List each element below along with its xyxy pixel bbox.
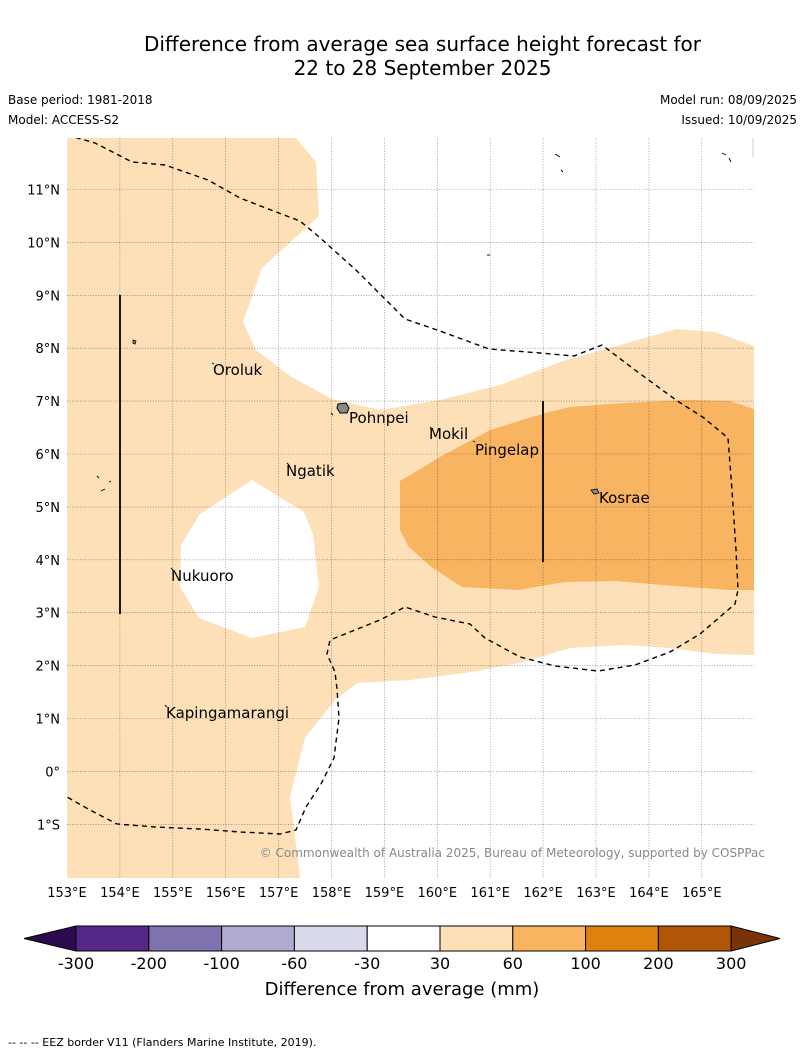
- lon-label: 162°E: [523, 886, 563, 901]
- colorbar-segment: [221, 925, 295, 952]
- lat-label: 8°N: [36, 342, 61, 357]
- lat-label: 9°N: [36, 289, 61, 304]
- lon-label: 161°E: [470, 886, 510, 901]
- lon-label: 165°E: [682, 886, 722, 901]
- atoll-marker-1: [132, 339, 137, 345]
- colorbar-tick: -300: [58, 954, 94, 973]
- longitude-labels: 153°E 154°E 155°E 156°E 157°E 158°E 159°E 160°E…: [47, 886, 721, 901]
- place-label: Kapingamarangi: [166, 704, 289, 722]
- lat-label: 3°N: [36, 607, 61, 622]
- lat-label: 1°S: [37, 818, 60, 833]
- base-period: Base period: 1981-2018: [8, 93, 153, 107]
- colorbar-segment: [512, 925, 587, 952]
- colorbar-segment: [148, 925, 223, 952]
- place-label: Nukuoro: [171, 567, 234, 585]
- place-label: Mokil: [429, 425, 468, 443]
- colorbar-tick: -60: [281, 954, 307, 973]
- model-run: Model run: 08/09/2025: [659, 93, 797, 107]
- colorbar-segment: [585, 925, 659, 952]
- colorbar-extend-low: [23, 925, 77, 952]
- latitude-labels: 11°N 10°N 9°N 8°N 7°N 6°N 5°N 4°N 3°N 2°N 1°N 0° 1°S: [27, 184, 60, 834]
- colorbar-tick: 60: [503, 954, 523, 973]
- colorbar-segment: [657, 925, 732, 952]
- lat-label: 7°N: [36, 395, 61, 410]
- lon-label: 155°E: [153, 886, 193, 901]
- colorbar: [23, 925, 781, 952]
- lon-label: 153°E: [47, 886, 87, 901]
- eez-footnote: -- -- -- EEZ border V11 (Flanders Marine…: [8, 1036, 317, 1049]
- shade-below-30-north: [243, 138, 754, 410]
- kosrae-island: [590, 488, 600, 495]
- colorbar-extend-high: [730, 925, 781, 952]
- title-line-2: 22 to 28 September 2025: [293, 56, 552, 80]
- lat-label: 0°: [45, 765, 60, 780]
- lon-label: 159°E: [365, 886, 405, 901]
- place-label: Kosrae: [599, 489, 650, 507]
- forecast-map: [67, 138, 754, 878]
- copyright-notice: © Commonwealth of Australia 2025, Bureau…: [260, 846, 765, 860]
- place-label: Pohnpei: [349, 409, 409, 427]
- shade-60-100: [400, 400, 754, 590]
- lon-label: 163°E: [576, 886, 616, 901]
- lat-label: 1°N: [36, 713, 61, 728]
- eez-border-north: [67, 138, 739, 835]
- place-label: Oroluk: [213, 361, 262, 379]
- place-label: Ngatik: [286, 462, 335, 480]
- colorbar-tick: -100: [203, 954, 239, 973]
- colorbar-segment: [75, 925, 150, 952]
- shade-below-30-south: [290, 645, 754, 878]
- pohnpei-island: [336, 402, 350, 414]
- lat-label: 6°N: [36, 448, 61, 463]
- graticule: [67, 138, 754, 878]
- lat-label: 5°N: [36, 501, 61, 516]
- lat-label: 4°N: [36, 554, 61, 569]
- colorbar-segment: [366, 925, 441, 952]
- place-labels: Oroluk Pohnpei Mokil Pingelap Ngatik Kosrae Nu…: [166, 361, 650, 722]
- colorbar-tick: 300: [716, 954, 747, 973]
- lon-label: 157°E: [259, 886, 299, 901]
- lat-label: 11°N: [27, 184, 60, 199]
- model-name: Model: ACCESS-S2: [8, 113, 120, 127]
- issued-date: Issued: 10/09/2025: [681, 113, 797, 127]
- lat-label: 10°N: [27, 236, 60, 251]
- colorbar-tick: -30: [354, 954, 380, 973]
- colorbar-tick: 200: [643, 954, 674, 973]
- colorbar-segment: [293, 925, 368, 952]
- place-label: Pingelap: [475, 441, 539, 459]
- colorbar-tick: 30: [430, 954, 450, 973]
- map-title: Difference from average sea surface heig…: [0, 32, 804, 80]
- lon-label: 160°E: [418, 886, 458, 901]
- atoll-marks: [96, 152, 732, 708]
- title-line-1: Difference from average sea surface heig…: [143, 32, 702, 56]
- lon-label: 164°E: [629, 886, 669, 901]
- colorbar-segment: [439, 925, 514, 952]
- lat-label: 2°N: [36, 660, 61, 675]
- lon-label: 156°E: [206, 886, 246, 901]
- colorbar-tick: -200: [131, 954, 167, 973]
- lon-label: 158°E: [312, 886, 352, 901]
- shade-below-30-west: [180, 480, 319, 638]
- colorbar-tick: 100: [570, 954, 601, 973]
- colorbar-ticks: -300 -200 -100 -60 -30 30 60 100 200 300: [58, 954, 747, 973]
- colorbar-label: Difference from average (mm): [265, 979, 540, 1000]
- lon-label: 154°E: [100, 886, 140, 901]
